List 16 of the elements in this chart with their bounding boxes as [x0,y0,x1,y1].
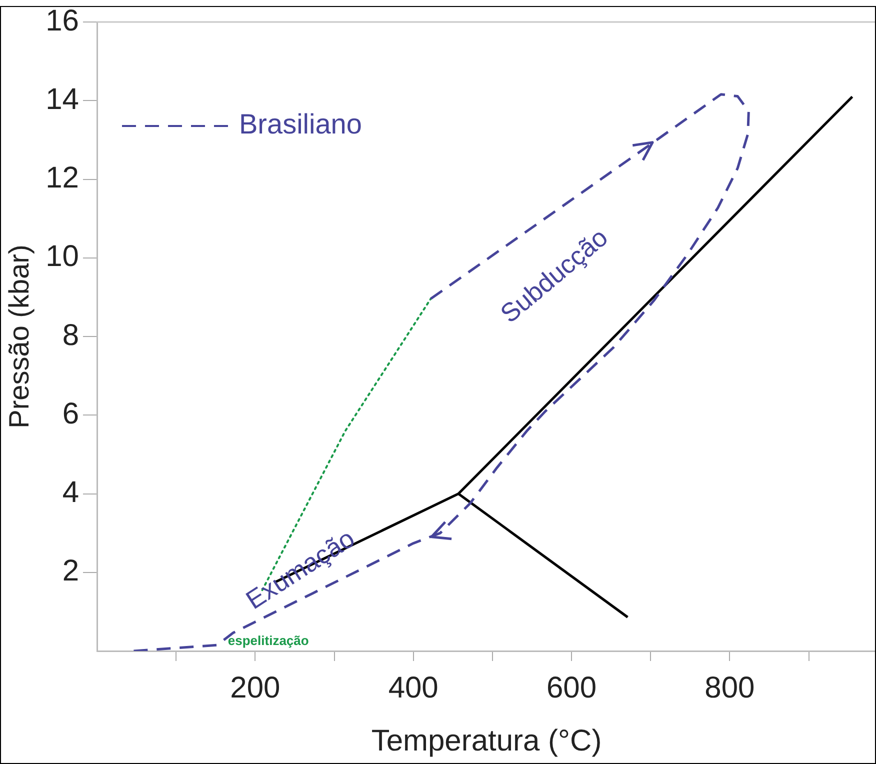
x-axis-title: Temperatura (°C) [371,724,602,758]
x-tick-label: 800 [704,671,755,704]
y-tick-label: 14 [46,82,79,116]
y-tick-label: 10 [46,240,79,274]
y-tick-label: 16 [46,4,79,38]
y-tick-label: 6 [62,397,79,430]
x-tick-label: 400 [388,671,438,704]
y-axis-title: Pressão (kbar) [4,244,35,428]
annotation: espelitização [228,633,309,648]
legend-label: Brasiliano [239,108,362,140]
x-tick-label: 600 [546,671,597,704]
x-tick-label: 200 [230,671,280,704]
y-tick-label: 4 [62,476,79,510]
y-tick-label: 12 [46,162,79,195]
y-tick-label: 2 [62,554,79,588]
y-tick-label: 8 [62,318,79,352]
